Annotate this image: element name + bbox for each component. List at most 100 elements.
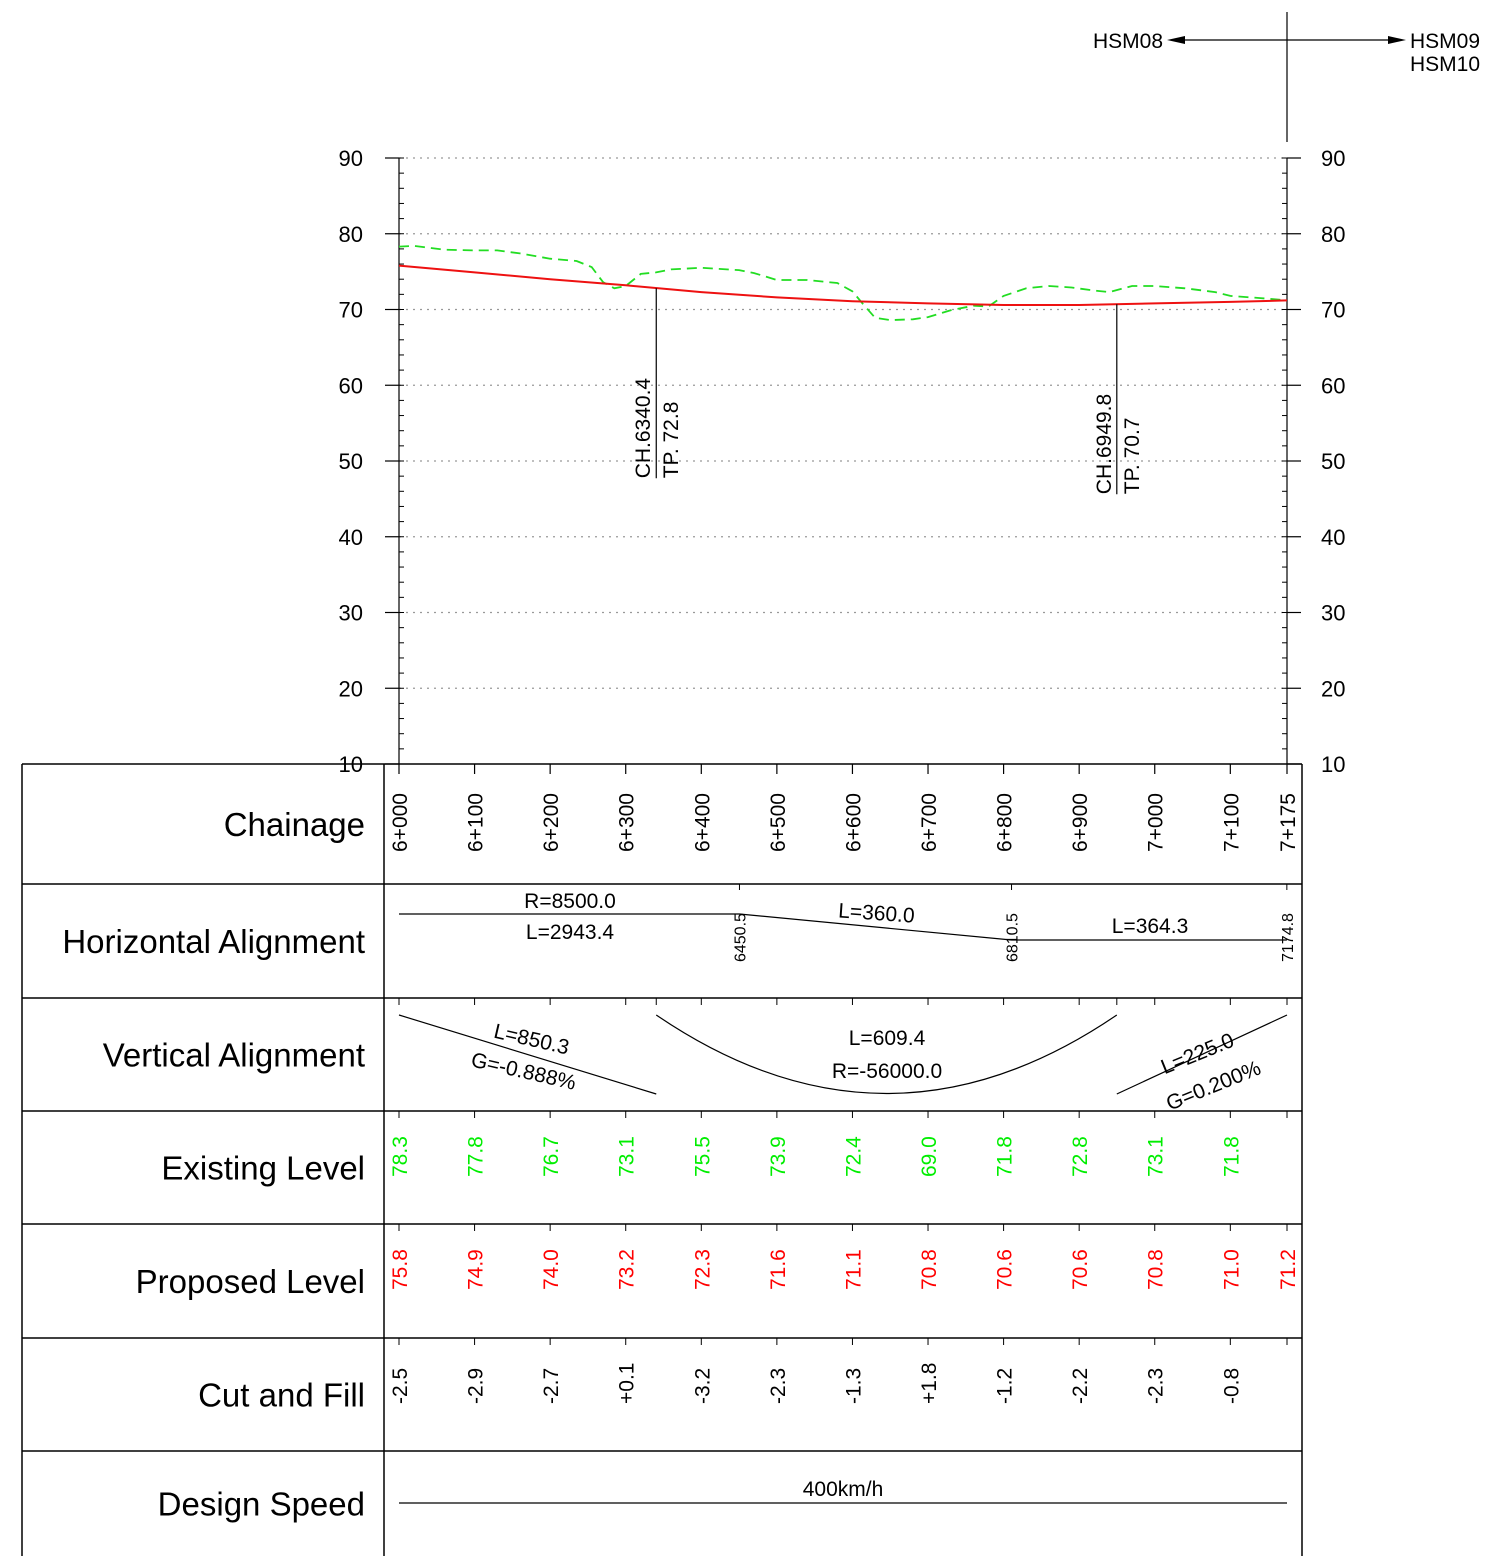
h-station-label: 6450.5 xyxy=(732,913,749,962)
y-tick-label-right: 30 xyxy=(1321,601,1345,626)
proposed-level-value: 70.6 xyxy=(1069,1249,1092,1290)
existing-level-value: 71.8 xyxy=(1220,1136,1243,1177)
row-label: Existing Level xyxy=(161,1150,365,1187)
chainage-label: 6+000 xyxy=(389,793,412,852)
proposed-level-value: 73.2 xyxy=(616,1249,639,1290)
v-radius-label: R=-56000.0 xyxy=(832,1060,942,1083)
existing-level-value: 73.1 xyxy=(616,1136,639,1177)
proposed-level-value: 70.6 xyxy=(994,1249,1017,1290)
h-transition-line xyxy=(739,913,1012,941)
chainage-label: 7+175 xyxy=(1277,793,1300,852)
row-label: Proposed Level xyxy=(136,1263,365,1300)
existing-level-value: 76.7 xyxy=(540,1136,563,1177)
existing-level-value: 73.1 xyxy=(1145,1136,1168,1177)
h-radius-label: R=8500.0 xyxy=(524,890,616,913)
y-tick-label-right: 10 xyxy=(1321,752,1345,777)
station-left-label: HSM08 xyxy=(1093,30,1163,53)
y-tick-label-right: 90 xyxy=(1321,146,1345,171)
row-label: Chainage xyxy=(224,806,365,843)
h-length-label: L=2943.4 xyxy=(526,921,614,944)
h-station-label: 7174.8 xyxy=(1280,913,1297,962)
existing-level-value: 78.3 xyxy=(389,1136,412,1177)
chainage-label: 6+300 xyxy=(616,793,639,852)
y-tick-label-right: 80 xyxy=(1321,222,1345,247)
station-right-label: HSM09 xyxy=(1410,30,1480,53)
cut-fill-value: -2.2 xyxy=(1069,1368,1092,1404)
y-tick-label-right: 20 xyxy=(1321,676,1345,701)
cut-fill-value: +0.1 xyxy=(616,1363,639,1404)
proposed-level-value: 72.3 xyxy=(691,1249,714,1290)
chainage-label: 6+400 xyxy=(691,793,714,852)
chainage-label: 6+500 xyxy=(767,793,790,852)
chainage-label: 7+100 xyxy=(1220,793,1243,852)
chainage-label: 6+900 xyxy=(1069,793,1092,852)
tp-level-label: TP. 70.7 xyxy=(1121,418,1144,495)
proposed-level-value: 71.2 xyxy=(1277,1249,1300,1290)
proposed-level-value: 71.6 xyxy=(767,1249,790,1290)
y-tick-label-right: 60 xyxy=(1321,373,1345,398)
chainage-label: 6+700 xyxy=(918,793,941,852)
proposed-level-value: 74.9 xyxy=(465,1249,488,1290)
v-length-label: L=850.3 xyxy=(492,1020,572,1060)
y-tick-label-left: 70 xyxy=(339,298,363,323)
cut-fill-value: -2.5 xyxy=(389,1368,412,1404)
cut-fill-value: -1.3 xyxy=(842,1368,865,1404)
y-tick-label-left: 30 xyxy=(339,601,363,626)
tp-chainage-label: CH.6949.8 xyxy=(1093,394,1116,494)
y-tick-label-left: 90 xyxy=(339,146,363,171)
cut-fill-value: -3.2 xyxy=(691,1368,714,1404)
chainage-label: 6+100 xyxy=(465,793,488,852)
y-tick-label-left: 40 xyxy=(339,525,363,550)
y-tick-label-right: 50 xyxy=(1321,449,1345,474)
plot-grid xyxy=(399,157,1287,689)
proposed-level-value: 70.8 xyxy=(918,1249,941,1290)
cut-fill-value: -0.8 xyxy=(1220,1368,1243,1404)
proposed-level-value: 75.8 xyxy=(389,1249,412,1290)
existing-level-value: 71.8 xyxy=(994,1136,1017,1177)
chainage-label: 6+200 xyxy=(540,793,563,852)
row-label: Horizontal Alignment xyxy=(62,923,365,960)
cut-fill-value: -2.3 xyxy=(767,1368,790,1404)
y-tick-label-right: 40 xyxy=(1321,525,1345,550)
arrow-left-icon xyxy=(1167,36,1185,44)
h-station-label: 6810.5 xyxy=(1005,913,1022,962)
chainage-label: 6+600 xyxy=(842,793,865,852)
station-right-label: HSM10 xyxy=(1410,53,1480,76)
plot-series xyxy=(398,244,1288,322)
row-label: Vertical Alignment xyxy=(103,1037,365,1074)
tp-chainage-label: CH.6340.4 xyxy=(632,378,655,479)
y-tick-label-left: 60 xyxy=(339,373,363,398)
existing-level-value: 77.8 xyxy=(465,1136,488,1177)
h-length-label: L=364.3 xyxy=(1112,915,1189,938)
chainage-label: 7+000 xyxy=(1145,793,1168,852)
v-grade-line xyxy=(1116,1014,1288,1095)
cut-fill-value: -1.2 xyxy=(994,1368,1017,1404)
proposed-level-value: 70.8 xyxy=(1145,1249,1168,1290)
profile-table: Chainage Horizontal Alignment Vertical Ali… xyxy=(21,763,1303,1556)
existing-level-value: 72.4 xyxy=(842,1136,865,1177)
row-label: Cut and Fill xyxy=(198,1377,365,1414)
existing-level-line xyxy=(398,244,1288,322)
y-tick-label-left: 20 xyxy=(339,676,363,701)
tp-level-label: TP. 72.8 xyxy=(660,402,683,479)
existing-level-value: 72.8 xyxy=(1069,1136,1092,1177)
existing-level-value: 75.5 xyxy=(691,1136,714,1177)
plot-annotations: CH.6340.4 TP. 72.8 CH.6949.8 TP. 70.7 xyxy=(632,288,1144,495)
proposed-level-value: 71.0 xyxy=(1220,1249,1243,1290)
h-length-label: L=360.0 xyxy=(837,899,915,927)
arrow-right-icon xyxy=(1388,36,1406,44)
v-sag-curve xyxy=(655,1014,1118,1094)
proposed-level-value: 71.1 xyxy=(842,1249,865,1290)
cut-fill-value: -2.3 xyxy=(1145,1368,1168,1404)
y-tick-label-right: 70 xyxy=(1321,298,1345,323)
cut-fill-value: -2.7 xyxy=(540,1368,563,1404)
proposed-level-line xyxy=(398,264,1288,306)
v-length-label: L=609.4 xyxy=(849,1027,926,1050)
existing-level-value: 73.9 xyxy=(767,1136,790,1177)
proposed-level-value: 74.0 xyxy=(540,1249,563,1290)
chainage-label: 6+800 xyxy=(994,793,1017,852)
v-grade-line xyxy=(398,1014,657,1095)
